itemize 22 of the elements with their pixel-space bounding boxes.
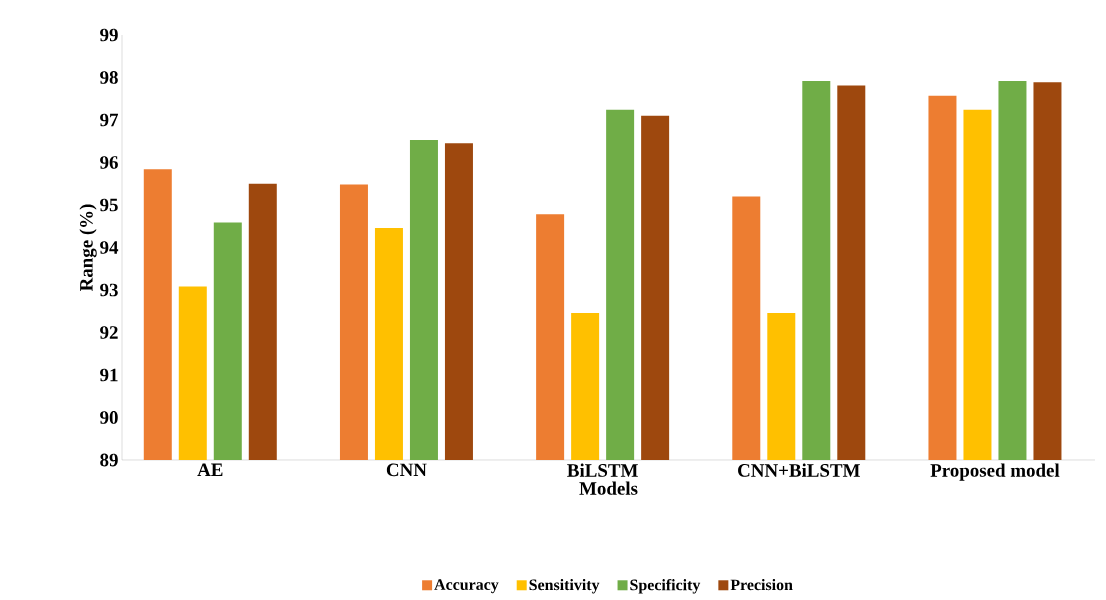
y-tick-label: 99 (100, 28, 118, 42)
y-tick-label: 91 (100, 368, 118, 382)
y-tick-label: 96 (100, 156, 118, 169)
legend-label: Precision (730, 579, 793, 591)
legend-label: Specificity (630, 578, 701, 594)
x-tick-label: Proposed model (930, 463, 1060, 481)
x-tick-label: BiLSTM (567, 463, 638, 477)
x-axis-title: Models (579, 481, 638, 495)
x-tick-label: AE (197, 463, 223, 476)
y-tick-label: 92 (100, 326, 118, 339)
y-axis-title: Range (%) (79, 204, 97, 292)
legend-label: Accuracy (434, 579, 499, 594)
legend-label: Sensitivity (529, 579, 600, 594)
y-tick-label: 95 (100, 198, 118, 212)
y-tick-label: 97 (100, 113, 119, 127)
y-tick-label: 90 (100, 411, 118, 424)
y-tick-label: 98 (100, 71, 118, 84)
y-tick-label: 94 (100, 241, 119, 254)
x-tick-label: CNN+BiLSTM (738, 463, 860, 477)
y-tick-label: 89 (100, 453, 118, 467)
x-tick-label: CNN (386, 463, 427, 477)
y-tick-label: 93 (100, 283, 118, 297)
